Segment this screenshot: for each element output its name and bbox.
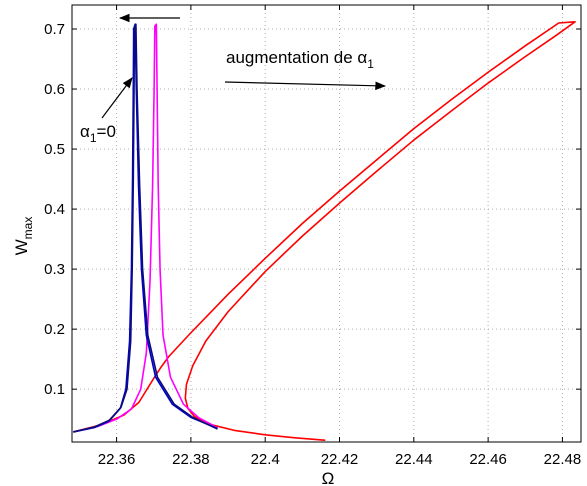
plot-frame bbox=[71, 4, 582, 443]
ticks: 22.36 22.38 22.4 22.42 22.44 22.46 22.48 0.1 0.2… bbox=[44, 5, 581, 468]
series-line-2 bbox=[73, 23, 218, 433]
alpha-arrow bbox=[101, 77, 133, 119]
annotation-alpha-zero: α1=0 bbox=[80, 77, 133, 145]
y-tick-label: 0.5 bbox=[44, 141, 65, 158]
x-tick-label: 22.44 bbox=[395, 451, 433, 468]
annotation-sweep-text: augmentation de α1 bbox=[226, 48, 374, 71]
x-tick-label: 22.46 bbox=[469, 451, 507, 468]
x-tick-label: 22.4 bbox=[251, 451, 280, 468]
x-axis-label: Ω bbox=[322, 469, 335, 486]
x-tick-label: 22.36 bbox=[98, 451, 136, 468]
x-tick-label: 22.38 bbox=[172, 451, 210, 468]
y-axis-label: Wmax bbox=[12, 217, 35, 256]
sweep-arrow bbox=[224, 81, 387, 91]
y-tick-label: 0.6 bbox=[44, 81, 65, 98]
y-tick-label: 0.7 bbox=[44, 21, 65, 38]
y-tick-label: 0.1 bbox=[44, 381, 65, 398]
annotation-sweep: augmentation de α1 bbox=[118, 13, 387, 91]
series-line-1 bbox=[73, 21, 576, 441]
series-line-4 bbox=[73, 23, 218, 433]
y-tick-label: 0.3 bbox=[44, 261, 65, 278]
series-line-3 bbox=[73, 23, 218, 433]
series-layer bbox=[73, 21, 576, 441]
y-tick-label: 0.2 bbox=[44, 321, 65, 338]
x-tick-label: 22.42 bbox=[321, 451, 359, 468]
annotation-alpha-text: α1=0 bbox=[80, 122, 116, 145]
y-tick-label: 0.4 bbox=[44, 201, 65, 218]
x-tick-label: 22.48 bbox=[544, 451, 582, 468]
